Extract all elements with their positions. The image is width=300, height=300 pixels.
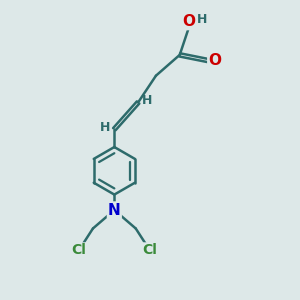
Text: N: N (108, 202, 121, 217)
Text: Cl: Cl (71, 243, 86, 257)
Text: H: H (100, 121, 111, 134)
Text: H: H (142, 94, 152, 106)
Text: H: H (197, 13, 207, 26)
Text: O: O (208, 53, 221, 68)
Text: O: O (182, 14, 195, 29)
Text: Cl: Cl (142, 243, 158, 257)
